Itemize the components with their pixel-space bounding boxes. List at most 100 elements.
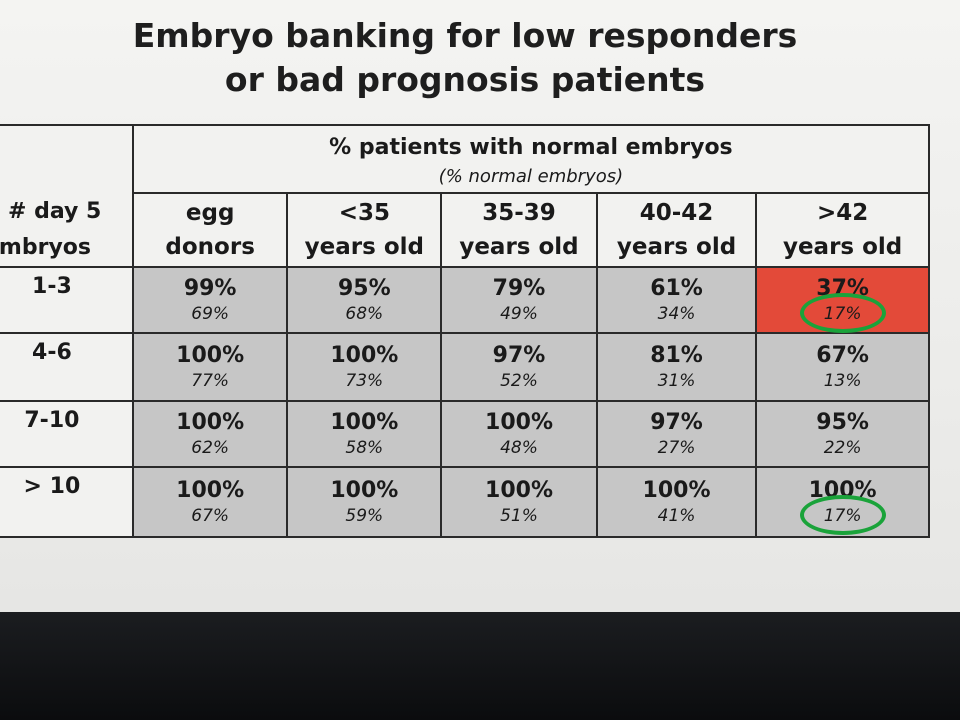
normal-embryos-line: 67%: [134, 505, 287, 527]
data-cell: 79% 49%: [440, 266, 598, 334]
patients-value: 99%: [183, 276, 237, 301]
data-cell: 100% 41%: [595, 466, 758, 538]
normal-embryos-value: 34%: [657, 304, 696, 324]
row-axis-header-line-2: embryos: [0, 235, 91, 260]
patients-value: 79%: [492, 276, 546, 301]
normal-embryos-line: 17%: [757, 495, 928, 535]
row-label: 1-3: [0, 266, 134, 334]
column-header-1: <35 years old: [286, 192, 443, 268]
patients-value: 95%: [816, 410, 869, 435]
patients-value: 100%: [330, 478, 399, 503]
normal-embryos-line: 22%: [757, 437, 928, 459]
column-header-4: >42 years old: [755, 192, 930, 268]
data-cell: 97% 52%: [440, 332, 598, 402]
column-header-line-1: 40-42: [639, 200, 714, 226]
group-header-cell: % patients with normal embryos (% normal…: [131, 124, 931, 194]
table-row: > 10 100% 67% 100% 59% 100% 51% 100% 41% 100% 17%: [0, 466, 930, 538]
patients-value: 95%: [337, 276, 391, 301]
corner-cell: # day 5 embryos: [0, 124, 134, 268]
column-header-3: 40-42 years old: [595, 192, 758, 268]
column-header-line-2: years old: [616, 234, 737, 260]
normal-embryos-line: 34%: [598, 303, 755, 325]
normal-embryos-value: 17%: [823, 304, 862, 324]
normal-embryos-line: 41%: [598, 505, 755, 527]
data-cell: 100% 67%: [131, 466, 289, 538]
patients-value: 61%: [650, 276, 703, 301]
column-header-line-1: >42: [816, 200, 869, 226]
column-header-0: egg donors: [131, 192, 289, 268]
patients-value: 100%: [330, 343, 399, 368]
patients-value: 100%: [330, 410, 399, 435]
normal-embryos-line: 52%: [442, 370, 596, 392]
column-header-line-1: egg: [185, 200, 235, 226]
green-circle-annotation: 17%: [799, 293, 886, 333]
data-cell: 95% 22%: [755, 400, 930, 468]
normal-embryos-line: 73%: [288, 370, 440, 392]
normal-embryos-value: 13%: [823, 371, 862, 391]
data-cell: 100% 17%: [755, 466, 930, 538]
normal-embryos-value: 68%: [345, 304, 384, 324]
column-header-line-1: <35: [338, 200, 390, 226]
normal-embryos-line: 17%: [757, 293, 928, 333]
data-cell: 100% 59%: [286, 466, 443, 538]
table-row: 1-3 99% 69% 95% 68% 79% 49% 61% 34% 37% 17%: [0, 266, 930, 334]
row-axis-header: # day 5 embryos: [0, 194, 132, 266]
column-header-line-2: years old: [459, 234, 579, 260]
patients-value: 100%: [485, 410, 553, 435]
data-cell: 37% 17%: [755, 266, 930, 334]
title-line-2: or bad prognosis patients: [224, 60, 706, 99]
patients-value: 100%: [642, 478, 711, 503]
normal-embryos-value: 58%: [345, 438, 384, 458]
normal-embryos-line: 27%: [598, 437, 755, 459]
patients-value: 100%: [176, 478, 245, 503]
normal-embryos-line: 77%: [134, 370, 287, 392]
patients-value: 100%: [485, 478, 553, 503]
data-cell: 97% 27%: [595, 400, 758, 468]
normal-embryos-line: 58%: [288, 437, 440, 459]
data-cell: 99% 69%: [131, 266, 289, 334]
normal-embryos-value: 49%: [500, 304, 538, 324]
normal-embryos-line: 68%: [288, 303, 440, 325]
group-subheader: (% normal embryos): [438, 166, 624, 187]
normal-embryos-value: 62%: [191, 438, 230, 458]
data-cell: 100% 51%: [440, 466, 598, 538]
normal-embryos-value: 27%: [657, 438, 696, 458]
data-cell: 100% 62%: [131, 400, 289, 468]
data-cell: 100% 58%: [286, 400, 443, 468]
title-line-1: Embryo banking for low responders: [132, 16, 798, 55]
monitor-bezel: [0, 612, 960, 720]
normal-embryos-line: 13%: [757, 370, 928, 392]
column-header-line-2: years old: [782, 234, 903, 260]
normal-embryos-line: 48%: [442, 437, 596, 459]
slide: Embryo banking for low responders or bad…: [0, 0, 960, 612]
normal-embryos-line: 59%: [288, 505, 440, 527]
patients-value: 100%: [176, 343, 245, 368]
normal-embryos-value: 31%: [657, 371, 696, 391]
normal-embryos-value: 17%: [823, 506, 862, 526]
normal-embryos-value: 48%: [500, 438, 538, 458]
data-cell: 67% 13%: [755, 332, 930, 402]
slide-title: Embryo banking for low responders or bad…: [0, 14, 930, 102]
green-circle-annotation: 17%: [799, 495, 886, 535]
data-cell: 61% 34%: [595, 266, 758, 334]
normal-embryos-line: 62%: [134, 437, 287, 459]
normal-embryos-line: 49%: [442, 303, 596, 325]
row-label: > 10: [0, 466, 134, 538]
column-header-line-1: 35-39: [482, 200, 556, 226]
row-label: 4-6: [0, 332, 134, 402]
row-label: 7-10: [0, 400, 134, 468]
patients-value: 100%: [176, 410, 245, 435]
data-cell: 100% 77%: [131, 332, 289, 402]
data-cell: 95% 68%: [286, 266, 443, 334]
normal-embryos-line: 51%: [442, 505, 596, 527]
normal-embryos-value: 52%: [500, 371, 538, 391]
group-header: % patients with normal embryos: [329, 135, 733, 160]
table-row: 7-10 100% 62% 100% 58% 100% 48% 97% 27% 95% 22%: [0, 400, 930, 468]
normal-embryos-value: 69%: [191, 304, 230, 324]
normal-embryos-value: 67%: [191, 506, 230, 526]
patients-value: 97%: [492, 343, 546, 368]
table-row: 4-6 100% 77% 100% 73% 97% 52% 81% 31% 67% 13%: [0, 332, 930, 402]
row-axis-header-line-1: # day 5: [8, 199, 102, 224]
normal-embryos-value: 41%: [657, 506, 696, 526]
normal-embryos-line: 69%: [134, 303, 287, 325]
